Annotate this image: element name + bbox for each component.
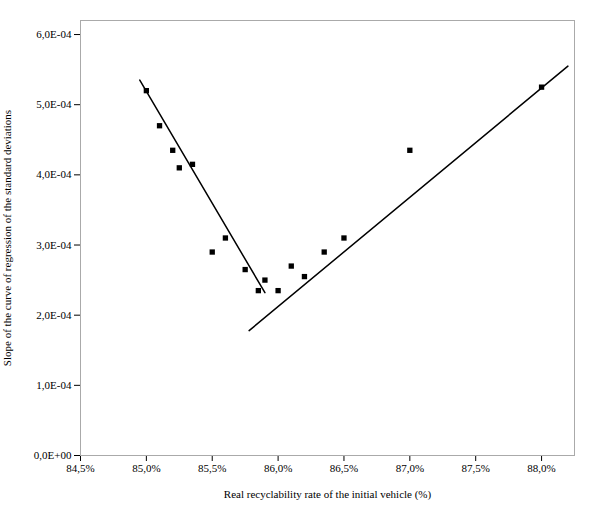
svg-text:6,0E-04: 6,0E-04	[36, 28, 72, 40]
svg-text:87,0%: 87,0%	[396, 462, 424, 474]
svg-text:Real recyclability rate of the: Real recyclability rate of the initial v…	[224, 488, 432, 501]
svg-text:86,5%: 86,5%	[330, 462, 358, 474]
svg-text:85,0%: 85,0%	[132, 462, 160, 474]
svg-text:87,5%: 87,5%	[461, 462, 489, 474]
svg-text:86,0%: 86,0%	[264, 462, 292, 474]
svg-text:85,5%: 85,5%	[198, 462, 226, 474]
svg-text:5,0E-04: 5,0E-04	[36, 98, 72, 110]
svg-text:1,0E-04: 1,0E-04	[36, 379, 72, 391]
svg-text:0,0E+00: 0,0E+00	[34, 449, 72, 461]
svg-text:3,0E-04: 3,0E-04	[36, 239, 72, 251]
svg-text:2,0E-04: 2,0E-04	[36, 309, 72, 321]
svg-text:4,0E-04: 4,0E-04	[36, 168, 72, 180]
svg-text:84,5%: 84,5%	[66, 462, 94, 474]
svg-text:88,0%: 88,0%	[527, 462, 555, 474]
svg-text:Slope of the curve of regressi: Slope of the curve of regression of the …	[1, 110, 13, 366]
